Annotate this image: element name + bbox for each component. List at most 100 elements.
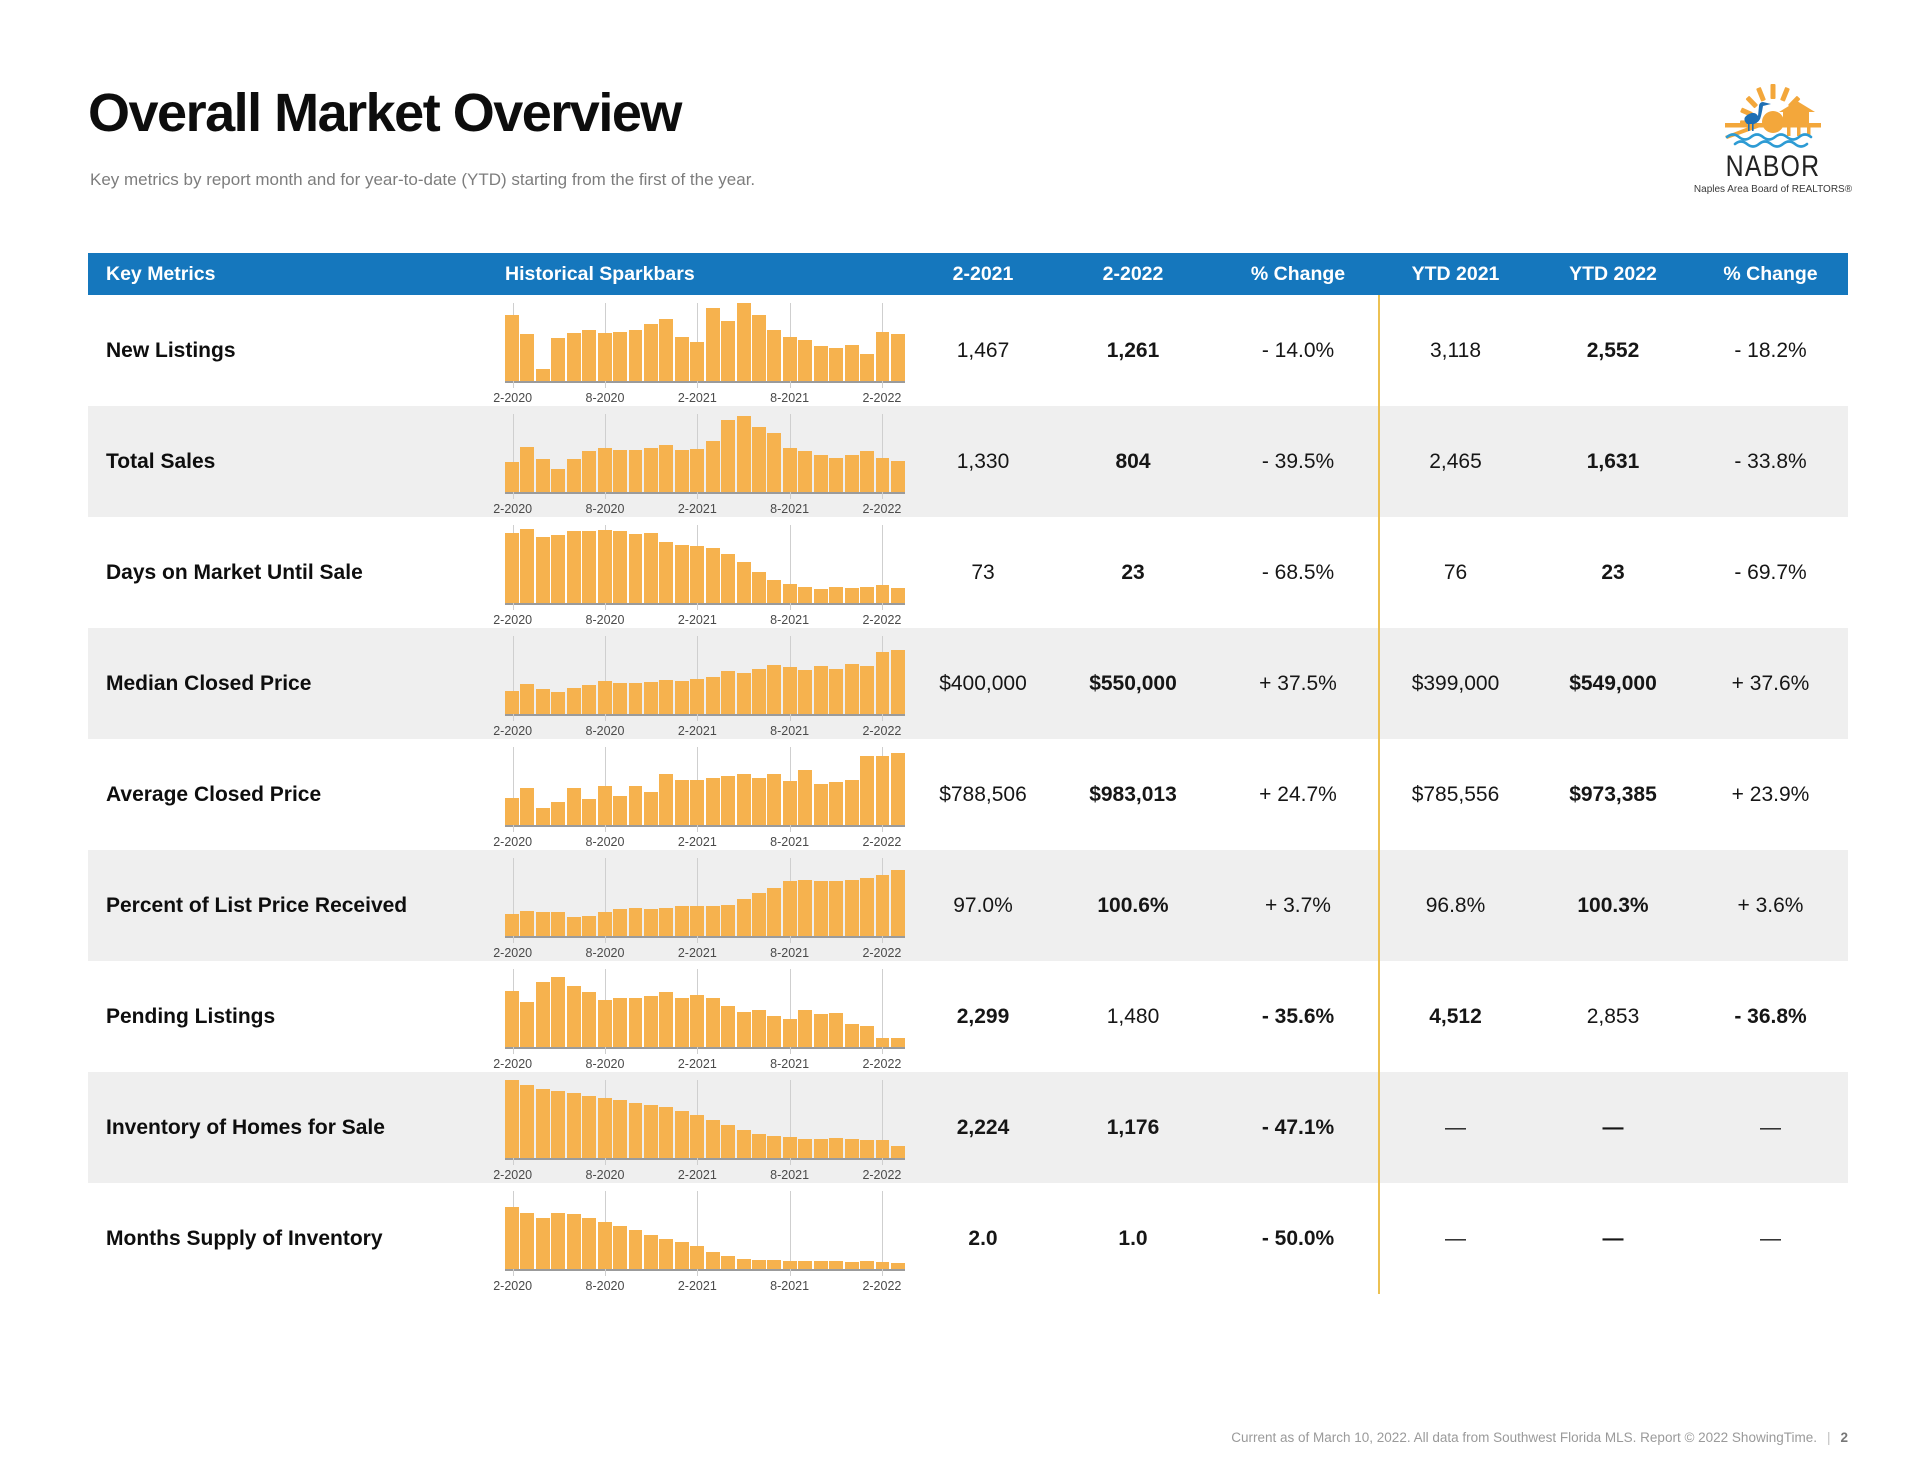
spark-bar: [860, 354, 874, 381]
page-title: Overall Market Overview: [88, 83, 682, 143]
spark-bar: [505, 797, 519, 825]
spark-bar: [551, 976, 566, 1047]
spark-bar: [520, 787, 535, 825]
spark-bar: [721, 420, 736, 492]
spark-bar: [505, 1080, 519, 1158]
metric-value: $549,000: [1569, 671, 1657, 695]
spark-bar: [752, 571, 766, 603]
axis-tick-label: 8-2021: [770, 391, 810, 405]
metric-value: —: [1760, 1115, 1781, 1139]
spark-bar: [890, 588, 905, 603]
axis-tick-label: 8-2020: [585, 613, 625, 627]
sparkbar-chart: [505, 303, 905, 388]
sparkbar-cell: 2-2020 8-2020 2-2021 8-2021 2-2022: [493, 517, 918, 628]
spark-bar: [613, 682, 627, 714]
axis-tick-label: 2-2021: [677, 835, 717, 849]
sparkbar-cell: 2-2020 8-2020 2-2021 8-2021 2-2022: [493, 961, 918, 1072]
spark-bar: [551, 692, 566, 714]
spark-bar: [829, 457, 844, 492]
spark-bar: [643, 909, 658, 936]
spark-bar: [613, 1226, 627, 1269]
heron-icon: [1744, 102, 1771, 131]
spark-bar: [736, 1011, 751, 1047]
spark-bar: [597, 530, 612, 603]
axis-tick-label: 2-2020: [493, 1279, 533, 1293]
spark-bar: [875, 756, 890, 825]
table-row: Total Sales 2-2020 8-2020 2-2021 8-2021 2-202…: [88, 406, 1848, 517]
spark-bar: [767, 1260, 782, 1269]
spark-bar: [705, 778, 720, 825]
axis-tick-label: 2-2020: [493, 502, 533, 516]
axis-tick-label: 8-2020: [585, 391, 625, 405]
row-label: Months Supply of Inventory: [106, 1226, 383, 1250]
spark-bar: [535, 459, 550, 492]
metric-value: 96.8%: [1425, 893, 1486, 917]
spark-bar: [659, 992, 674, 1047]
spark-bar: [643, 1104, 658, 1158]
spark-bar: [551, 911, 566, 936]
metric-value: - 33.8%: [1734, 449, 1807, 473]
metric-value: - 39.5%: [1261, 449, 1335, 473]
spark-bar: [736, 303, 751, 381]
spark-bar: [782, 780, 797, 825]
metric-value: 1,467: [956, 338, 1010, 362]
spark-bar: [782, 337, 797, 381]
axis-tick-label: 2-2022: [862, 835, 902, 849]
spark-bar: [597, 448, 612, 492]
spark-bar: [705, 440, 720, 492]
spark-axis-labels: 2-2020 8-2020 2-2021 8-2021 2-2022: [493, 502, 905, 518]
spark-bar: [566, 1093, 581, 1158]
spark-gridline: [881, 525, 883, 610]
ytd-divider-line: [1378, 295, 1380, 1294]
metric-value: 2,465: [1429, 449, 1482, 473]
metric-value: - 18.2%: [1734, 338, 1807, 362]
axis-tick-label: 8-2020: [585, 724, 625, 738]
spark-bar: [752, 893, 766, 936]
metric-value: 2,853: [1586, 1004, 1640, 1028]
spark-bar: [551, 468, 566, 492]
spark-gridline: [697, 636, 699, 721]
sparkbar-cell: 2-2020 8-2020 2-2021 8-2021 2-2022: [493, 850, 918, 961]
spark-bar: [767, 330, 782, 381]
spark-bar: [752, 668, 766, 714]
spark-bar: [659, 445, 674, 492]
metric-value: 804: [1115, 449, 1151, 473]
spark-bar: [582, 992, 597, 1047]
spark-bar: [690, 1115, 705, 1158]
axis-tick-label: 8-2020: [585, 1279, 625, 1293]
spark-bar: [860, 665, 874, 714]
row-label: Average Closed Price: [106, 782, 322, 806]
spark-axis-labels: 2-2020 8-2020 2-2021 8-2021 2-2022: [493, 724, 905, 740]
axis-tick-label: 2-2022: [862, 1057, 902, 1071]
spark-bar: [628, 786, 643, 825]
spark-bar: [505, 990, 519, 1047]
axis-tick-label: 8-2021: [770, 1057, 810, 1071]
table-row: Percent of List Price Received 2-2020 8-20…: [88, 850, 1848, 961]
metric-value: $550,000: [1089, 671, 1177, 695]
spark-bar: [597, 1000, 612, 1047]
spark-bar: [860, 878, 874, 936]
footer-separator: |: [1826, 1430, 1831, 1445]
spark-bar: [736, 774, 751, 825]
spark-bar: [659, 679, 674, 714]
spark-bar: [659, 318, 674, 381]
spark-gridline: [789, 1080, 791, 1165]
spark-bar: [582, 451, 597, 492]
spark-bar: [659, 1107, 674, 1158]
spark-bar: [705, 676, 720, 714]
axis-tick-label: 2-2020: [493, 835, 533, 849]
axis-tick-label: 2-2020: [493, 724, 533, 738]
axis-tick-label: 2-2022: [862, 391, 902, 405]
axis-tick-label: 2-2021: [677, 946, 717, 960]
table-row: Median Closed Price 2-2020 8-2020 2-2021 8-2…: [88, 628, 1848, 739]
metric-value: $399,000: [1411, 671, 1500, 695]
spark-gridline: [789, 525, 791, 610]
axis-tick-label: 2-2020: [493, 1168, 533, 1182]
spark-bar: [705, 1119, 720, 1158]
spark-axis-labels: 2-2020 8-2020 2-2021 8-2021 2-2022: [493, 1168, 905, 1184]
metric-value: 100.6%: [1097, 893, 1169, 917]
spark-bar: [659, 1239, 674, 1269]
spark-bar: [628, 534, 643, 603]
metric-value: 76: [1443, 560, 1468, 584]
spark-bar: [551, 338, 566, 381]
